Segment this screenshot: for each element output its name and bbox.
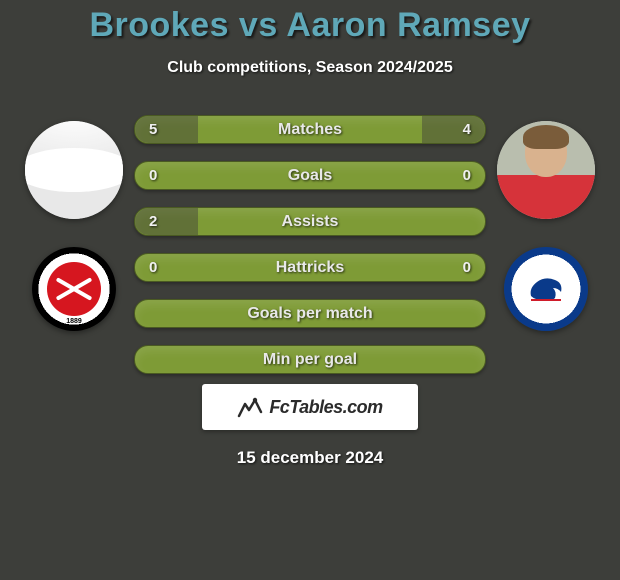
sheffield-crest-icon xyxy=(47,262,101,316)
cardiff-crest-icon xyxy=(523,266,569,312)
left-player-column: 1889 xyxy=(14,115,134,331)
stat-bar-left-fill xyxy=(135,116,198,143)
stat-label: Goals xyxy=(135,167,485,185)
badge-founded-year: 1889 xyxy=(32,318,116,325)
left-club-badge: 1889 xyxy=(32,247,116,331)
stat-right-value: 4 xyxy=(463,121,471,138)
subtitle: Club competitions, Season 2024/2025 xyxy=(0,59,620,77)
branding-badge: FcTables.com xyxy=(202,384,418,430)
player-headshot-icon xyxy=(497,121,595,219)
stat-label: Goals per match xyxy=(135,305,485,323)
right-club-badge xyxy=(504,247,588,331)
stat-label: Min per goal xyxy=(135,351,485,369)
stats-area: 1889 5Matches40Goals02Assists0Hattricks0… xyxy=(0,115,620,374)
stat-bar-left-fill xyxy=(135,208,198,235)
stat-right-value: 0 xyxy=(463,259,471,276)
stat-bar: Goals per match xyxy=(134,299,486,328)
branding-text: FcTables.com xyxy=(269,397,382,418)
stat-bar: 2Assists xyxy=(134,207,486,236)
stat-left-value: 2 xyxy=(149,213,157,230)
stat-bar-right-fill xyxy=(422,116,485,143)
page-title: Brookes vs Aaron Ramsey xyxy=(0,6,620,45)
left-player-photo xyxy=(25,121,123,219)
right-player-photo xyxy=(497,121,595,219)
right-player-column xyxy=(486,115,606,331)
blank-photo-icon xyxy=(25,121,123,219)
stat-right-value: 0 xyxy=(463,167,471,184)
stat-bar: Min per goal xyxy=(134,345,486,374)
stat-left-value: 0 xyxy=(149,259,157,276)
stat-bar: 0Hattricks0 xyxy=(134,253,486,282)
stat-bars: 5Matches40Goals02Assists0Hattricks0Goals… xyxy=(134,115,486,374)
date-line: 15 december 2024 xyxy=(0,448,620,468)
stat-label: Hattricks xyxy=(135,259,485,277)
fctables-logo-icon xyxy=(237,394,263,420)
stat-left-value: 5 xyxy=(149,121,157,138)
stat-bar: 0Goals0 xyxy=(134,161,486,190)
stat-bar: 5Matches4 xyxy=(134,115,486,144)
stat-left-value: 0 xyxy=(149,167,157,184)
